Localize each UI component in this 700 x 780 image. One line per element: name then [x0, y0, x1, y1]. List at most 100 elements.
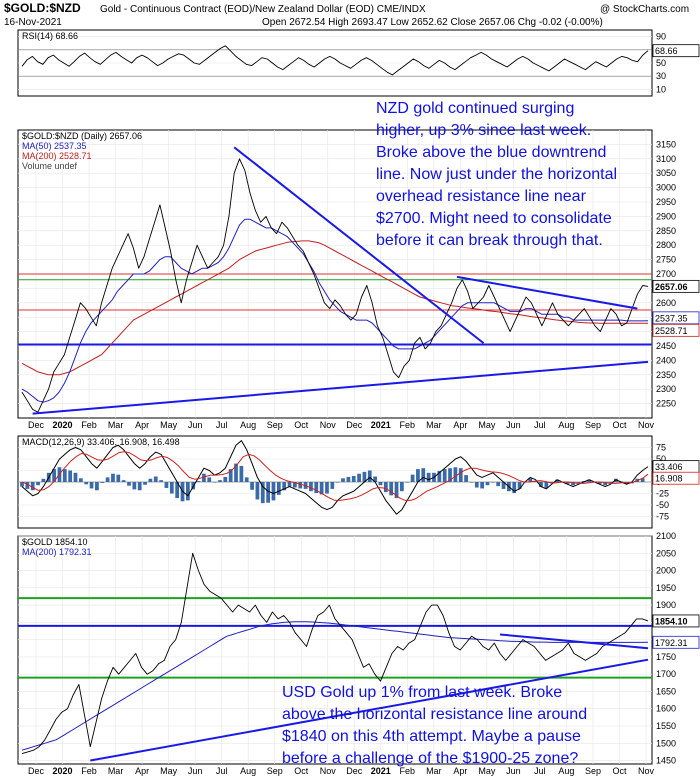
- macd-histogram-bar: [309, 482, 313, 492]
- macd-histogram-bar: [603, 482, 608, 486]
- nzd-annotation-line: NZD gold continued surging: [376, 100, 574, 117]
- uptrend-line: [90, 658, 649, 762]
- rsi-price-tag: [652, 44, 700, 58]
- macd-histogram-bar: [41, 478, 46, 482]
- x-tick-label: Feb: [81, 766, 97, 776]
- macd-histogram-bar: [383, 482, 388, 493]
- x-tick-label: Nov: [638, 766, 655, 776]
- x-tick-label: Aug: [558, 420, 574, 430]
- macd-histogram-bar: [132, 482, 137, 490]
- macd-histogram-bar: [378, 482, 383, 486]
- nzd-annotation-line: Broke above the blue downtrend: [376, 144, 606, 161]
- macd-histogram-bar: [100, 482, 105, 483]
- nzd-annotation-line: before it can break through that.: [376, 232, 603, 249]
- uptrend-line: [32, 360, 649, 415]
- macd-histogram-bar: [458, 468, 463, 482]
- macd-histogram-bar: [153, 476, 158, 482]
- y-tick-label: 2600: [656, 298, 676, 308]
- usd-annotation-line: USD Gold up 1% from last week. Broke: [282, 684, 562, 701]
- macd-histogram-bar: [319, 482, 324, 495]
- y-tick-label: 1750: [656, 652, 676, 662]
- macd-histogram-bar: [640, 478, 645, 482]
- macd-histogram-bar: [517, 482, 522, 489]
- y-tick-label: 2700: [656, 269, 676, 279]
- macd-histogram-bar: [464, 475, 468, 482]
- macd-histogram-bar: [565, 482, 570, 484]
- macd-histogram-bar: [164, 482, 169, 488]
- price-legend: $GOLD:$NZD (Daily) 2657.06: [22, 131, 142, 141]
- macd-histogram-bar: [244, 477, 249, 482]
- x-tick-label: Apr: [453, 766, 467, 776]
- macd-histogram-bar: [330, 482, 335, 489]
- y-tick-label: 2400: [656, 355, 676, 365]
- ma50-line: [21, 218, 649, 403]
- x-tick-label: Sep: [267, 766, 283, 776]
- macd-histogram-bar: [271, 482, 276, 501]
- macd-histogram-bar: [426, 472, 431, 482]
- x-tick-label: Mar: [426, 766, 442, 776]
- chart-description: Gold - Continuous Contract (EOD)/New Zea…: [100, 4, 426, 15]
- x-tick-label: 2021: [371, 766, 391, 776]
- rsi-price-tag-label: 68.66: [655, 46, 678, 56]
- y-tick-label: -50: [656, 500, 669, 510]
- macd-histogram-bar: [68, 470, 73, 482]
- macd-histogram-bar: [239, 465, 244, 482]
- macd-histogram-bar: [298, 482, 303, 489]
- x-tick-label: May: [478, 420, 496, 430]
- macd-histogram-bar: [276, 482, 281, 495]
- macd-histogram-bar: [448, 468, 452, 482]
- y-tick-label: 3000: [656, 183, 676, 193]
- macd-histogram-bar: [597, 482, 602, 484]
- usd-annotation-line: before a challenge of the $1900-25 zone?: [282, 750, 578, 767]
- macd-histogram-bar: [335, 482, 340, 483]
- y-tick-label: -25: [656, 489, 669, 499]
- usd-price-tag-label: 1854.10: [655, 616, 688, 626]
- price-line: [21, 552, 649, 755]
- macd-histogram-bar: [373, 476, 378, 482]
- macd-histogram-bar: [587, 479, 592, 482]
- macd-histogram-bar: [416, 469, 420, 482]
- usd-annotation-line: $1840 on this 4th attempt. Maybe a pause: [282, 728, 581, 745]
- macd-histogram-bar: [78, 478, 83, 482]
- x-tick-label: Apr: [135, 766, 149, 776]
- macd-histogram-bar: [512, 482, 517, 494]
- x-tick-label: Nov: [638, 420, 655, 430]
- short-downtrend-line: [456, 275, 638, 310]
- y-tick-label: 2050: [656, 548, 676, 558]
- x-tick-label: 2020: [53, 766, 73, 776]
- y-tick-label: 2950: [656, 197, 676, 207]
- price-line: [21, 158, 649, 413]
- macd-histogram-bar: [544, 482, 549, 488]
- y-tick-label: 1650: [656, 686, 676, 696]
- x-tick-label: Feb: [400, 420, 416, 430]
- x-tick-label: 2021: [371, 420, 391, 430]
- x-tick-label: Dec: [346, 420, 363, 430]
- macd-histogram-bar: [196, 481, 201, 482]
- macd-histogram-bar: [175, 482, 180, 499]
- macd-histogram-bar: [394, 482, 399, 499]
- macd-histogram-bar: [105, 477, 110, 482]
- ohlc-readout: Open 2672.54 High 2693.47 Low 2652.62 Cl…: [262, 17, 603, 28]
- usd-annotation-line: above the horizontal resistance line aro…: [282, 706, 587, 723]
- macd-histogram-bar: [207, 477, 212, 482]
- x-tick-label: Mar: [108, 420, 124, 430]
- macd-histogram-bar: [571, 482, 575, 486]
- y-tick-label: 2800: [656, 240, 676, 250]
- macd-histogram-bar: [421, 468, 426, 482]
- y-tick-label: 1550: [656, 721, 676, 731]
- macd-histogram-bar: [223, 476, 228, 482]
- macd-histogram-bar: [367, 470, 372, 482]
- y-tick-label: 1950: [656, 583, 676, 593]
- macd-histogram-bar: [314, 482, 319, 494]
- ma50-tag: [652, 311, 700, 325]
- x-tick-label: Jun: [506, 766, 521, 776]
- y-tick-label: 90: [656, 32, 666, 42]
- y-tick-label: 2250: [656, 399, 676, 409]
- x-tick-label: Oct: [294, 420, 309, 430]
- macd-histogram-bar: [608, 482, 613, 483]
- short-downtrend-line: [499, 633, 649, 650]
- x-tick-label: Jul: [534, 766, 546, 776]
